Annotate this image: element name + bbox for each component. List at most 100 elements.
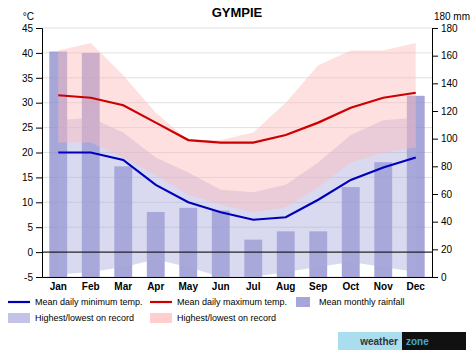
tick-mark: [36, 53, 42, 54]
tick: 5: [27, 222, 42, 233]
tick: Dec: [407, 277, 426, 292]
tick-label: -5: [24, 272, 33, 283]
tick: Mar: [114, 277, 132, 292]
grid-line: [42, 252, 432, 253]
tick-label: 5: [27, 222, 33, 233]
tick-mark: [432, 139, 438, 140]
y2-axis: 0 20 40 60 80 100 120 140 160 180: [432, 23, 458, 283]
tick-mark: [36, 153, 42, 154]
logo-right: [402, 332, 466, 350]
tick: 20: [22, 147, 42, 158]
legend-label: Mean daily maximum temp.: [177, 297, 287, 307]
tick: 160: [432, 50, 458, 61]
chart: GYMPIE-505101520253035404502040608010012…: [0, 0, 474, 355]
tick-label: Feb: [82, 281, 100, 292]
tick-label: 20: [22, 147, 34, 158]
marks: [42, 43, 432, 277]
axis-line: [36, 29, 43, 278]
tick-mark: [36, 277, 42, 278]
legend-item: Mean monthly rainfall: [296, 297, 405, 307]
logo-text: weather: [359, 336, 398, 347]
tick-mark: [36, 177, 42, 178]
tick-label: Mar: [114, 281, 132, 292]
tick-label: Dec: [407, 281, 426, 292]
tick-mark: [432, 83, 438, 84]
tick: Oct: [342, 277, 359, 292]
tick: Apr: [147, 277, 164, 292]
tick: 180: [432, 23, 458, 34]
tick-label: Oct: [342, 281, 359, 292]
logo-left: [338, 332, 402, 350]
tick: 15: [22, 172, 42, 183]
tick-mark: [36, 28, 42, 29]
tick-mark: [432, 28, 438, 29]
axis-line: [43, 277, 433, 278]
legend-item: Mean daily minimum temp.: [8, 297, 143, 307]
tick-label: Jan: [50, 281, 67, 292]
tick-label: Jun: [212, 281, 230, 292]
legend-item: Highest/lowest on record: [150, 313, 276, 323]
legend-label: Highest/lowest on record: [35, 313, 134, 323]
tick: Sep: [309, 277, 327, 292]
record-band: [58, 43, 416, 212]
tick-mark: [432, 222, 438, 223]
tick-mark: [432, 249, 438, 250]
line: [58, 93, 416, 143]
tick: Nov: [374, 277, 393, 292]
tick-label: 45: [22, 23, 34, 34]
tick-mark: [432, 166, 438, 167]
tick: 0: [27, 247, 42, 258]
tick-label: 80: [441, 161, 453, 172]
tick: 35: [22, 73, 42, 84]
tick-label: 100: [441, 133, 458, 144]
x-axis: Jan Feb Mar Apr May Jun Jul Aug Sep Oct Nov Dec: [43, 277, 433, 292]
zero-line: [42, 252, 432, 253]
tick-mark: [432, 111, 438, 112]
tick: 20: [432, 244, 453, 255]
tick-label: 10: [22, 197, 34, 208]
tick: 10: [22, 197, 42, 208]
tick: Jan: [50, 277, 67, 292]
legend-swatch: [8, 313, 30, 323]
tick: 45: [22, 23, 42, 34]
tick-label: 15: [22, 172, 34, 183]
axis-line: [433, 29, 439, 278]
legend-item: Highest/lowest on record: [8, 313, 134, 323]
tick: 0: [432, 272, 447, 283]
tick: Aug: [276, 277, 295, 292]
legend-swatch: [150, 313, 172, 323]
tick-mark: [36, 202, 42, 203]
legend-swatch: [296, 297, 310, 307]
legend: Mean daily minimum temp. Mean daily maxim…: [8, 297, 405, 323]
tick: 140: [432, 78, 458, 89]
tick: Jun: [212, 277, 230, 292]
tick: Feb: [82, 277, 100, 292]
tick-label: 40: [441, 216, 453, 227]
tick-label: Sep: [309, 281, 327, 292]
tick-label: 25: [22, 122, 34, 133]
tick-mark: [432, 194, 438, 195]
legend-swatch: [150, 301, 172, 303]
tick: May: [179, 277, 199, 292]
tick: Jul: [246, 277, 261, 292]
tick-label: 140: [441, 78, 458, 89]
logo: weatherzone: [338, 332, 466, 350]
tick-label: 160: [441, 50, 458, 61]
tick-mark: [36, 227, 42, 228]
line: [58, 153, 416, 220]
tick: 80: [432, 161, 453, 172]
tick-mark: [36, 103, 42, 104]
tick-label: May: [179, 281, 199, 292]
tick: 120: [432, 106, 458, 117]
tick: 60: [432, 189, 453, 200]
tick-label: 0: [441, 272, 447, 283]
grid-line: [42, 28, 432, 29]
annotation: 180 mm: [434, 11, 470, 22]
tick-mark: [36, 128, 42, 129]
tick: -5: [24, 272, 42, 283]
tick: 30: [22, 97, 42, 108]
tick-label: 180: [441, 23, 458, 34]
tick-label: Jul: [246, 281, 261, 292]
legend-swatch: [8, 301, 30, 303]
tick: 25: [22, 122, 42, 133]
